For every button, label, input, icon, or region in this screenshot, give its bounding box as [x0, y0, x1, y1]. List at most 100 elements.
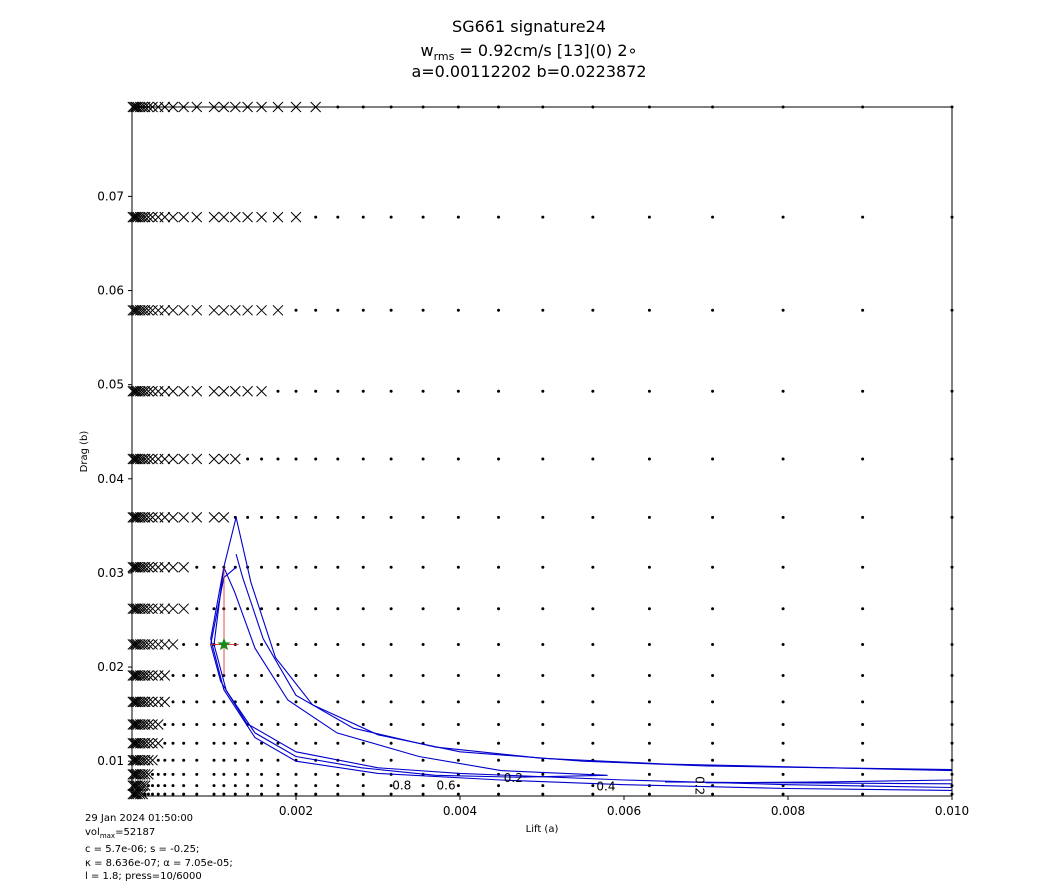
dot-marker — [246, 758, 250, 762]
dot-marker — [591, 308, 595, 312]
dot-marker — [294, 700, 298, 704]
dot-marker — [212, 607, 216, 611]
chart-title: SG661 signature24 — [452, 17, 606, 36]
dot-marker — [182, 674, 186, 678]
dot-marker — [421, 700, 425, 704]
cross-marker — [139, 737, 151, 749]
dot-marker — [541, 758, 545, 762]
cross-marker — [167, 639, 179, 650]
dot-marker — [861, 700, 865, 704]
dot-marker — [336, 642, 340, 646]
cross-marker — [132, 754, 144, 766]
dot-marker — [151, 784, 154, 788]
dot-marker — [361, 215, 365, 219]
cross-marker — [134, 453, 146, 465]
dot-marker — [541, 565, 545, 569]
cross-marker — [178, 603, 190, 615]
dot-marker — [336, 457, 340, 461]
dot-marker — [195, 784, 199, 788]
dot-marker — [361, 792, 365, 796]
dot-marker — [260, 515, 264, 519]
dot-marker — [421, 565, 425, 569]
dot-marker — [421, 515, 425, 519]
y-tick-label: 0.02 — [97, 660, 124, 674]
dot-marker — [260, 741, 264, 745]
contour-labels: 0.8 0.6 0.2 0.4 0.2 — [392, 771, 706, 795]
y-axis-label: Drag (b) — [79, 431, 90, 473]
cross-marker — [129, 696, 140, 708]
dot-marker — [861, 674, 865, 678]
cross-marker — [159, 670, 171, 681]
dot-marker — [591, 515, 595, 519]
footer-c-s: c = 5.7e-06; s = -0.25; — [85, 844, 200, 855]
dot-marker — [246, 784, 250, 788]
dot-marker — [276, 642, 280, 646]
dot-marker — [389, 722, 393, 726]
dot-marker — [711, 215, 715, 219]
cross-marker — [134, 696, 146, 708]
dot-marker — [781, 308, 785, 312]
y-tick-label: 0.06 — [97, 284, 124, 298]
cross-marker — [129, 385, 140, 397]
cross-marker — [159, 453, 171, 465]
dot-marker — [541, 457, 545, 461]
cross-marker — [139, 639, 151, 650]
dot-marker — [246, 457, 250, 461]
dot-marker — [171, 741, 175, 745]
dot-marker — [389, 700, 393, 704]
dot-marker — [260, 607, 264, 611]
cross-marker — [132, 453, 144, 465]
dot-marker — [389, 758, 393, 762]
contour-label: 0.2 — [692, 776, 706, 795]
cross-marker — [134, 304, 146, 316]
chart-subtitle-params: a=0.00112202 b=0.0223872 — [411, 62, 646, 81]
dot-marker — [861, 308, 865, 312]
dot-marker — [497, 741, 501, 745]
cross-marker — [137, 780, 149, 791]
x-tick-label: 0.010 — [935, 804, 969, 818]
dot-marker — [781, 674, 785, 678]
dot-marker — [233, 792, 237, 796]
cross-marker — [137, 304, 149, 316]
cross-marker — [129, 788, 140, 800]
dot-marker — [361, 772, 365, 776]
dot-marker — [541, 607, 545, 611]
dot-marker — [456, 215, 460, 219]
cross-marker — [137, 737, 149, 749]
dot-marker — [260, 792, 264, 796]
dot-marker — [861, 215, 865, 219]
dot-marker — [389, 784, 393, 788]
dot-marker — [182, 741, 186, 745]
dot-marker — [647, 674, 651, 678]
dot-marker — [361, 515, 365, 519]
dot-marker — [336, 389, 340, 393]
dot-marker — [541, 772, 545, 776]
cross-marker — [167, 512, 179, 523]
cross-marker — [132, 719, 144, 730]
dot-marker — [711, 565, 715, 569]
dot-marker — [591, 215, 595, 219]
cross-marker — [132, 639, 144, 650]
dot-marker — [163, 758, 167, 762]
dot-marker — [294, 784, 298, 788]
dot-marker — [389, 565, 393, 569]
dot-marker — [389, 308, 393, 312]
dot-marker — [421, 642, 425, 646]
cross-marker — [134, 780, 146, 791]
cross-marker — [132, 211, 144, 223]
dot-marker — [591, 607, 595, 611]
cross-marker — [129, 603, 140, 615]
cross-marker — [178, 385, 190, 397]
dot-marker — [212, 784, 216, 788]
dot-marker — [276, 700, 280, 704]
dot-marker — [171, 792, 175, 796]
cross-marker — [178, 453, 190, 465]
contour-label: 0.8 — [392, 779, 411, 793]
dot-marker — [156, 784, 160, 788]
cross-marker — [229, 211, 241, 223]
wrms-symbol: w — [420, 41, 433, 60]
cross-marker — [147, 639, 158, 650]
cross-marker — [159, 385, 171, 397]
dot-marker — [294, 674, 298, 678]
dot-marker — [389, 642, 393, 646]
